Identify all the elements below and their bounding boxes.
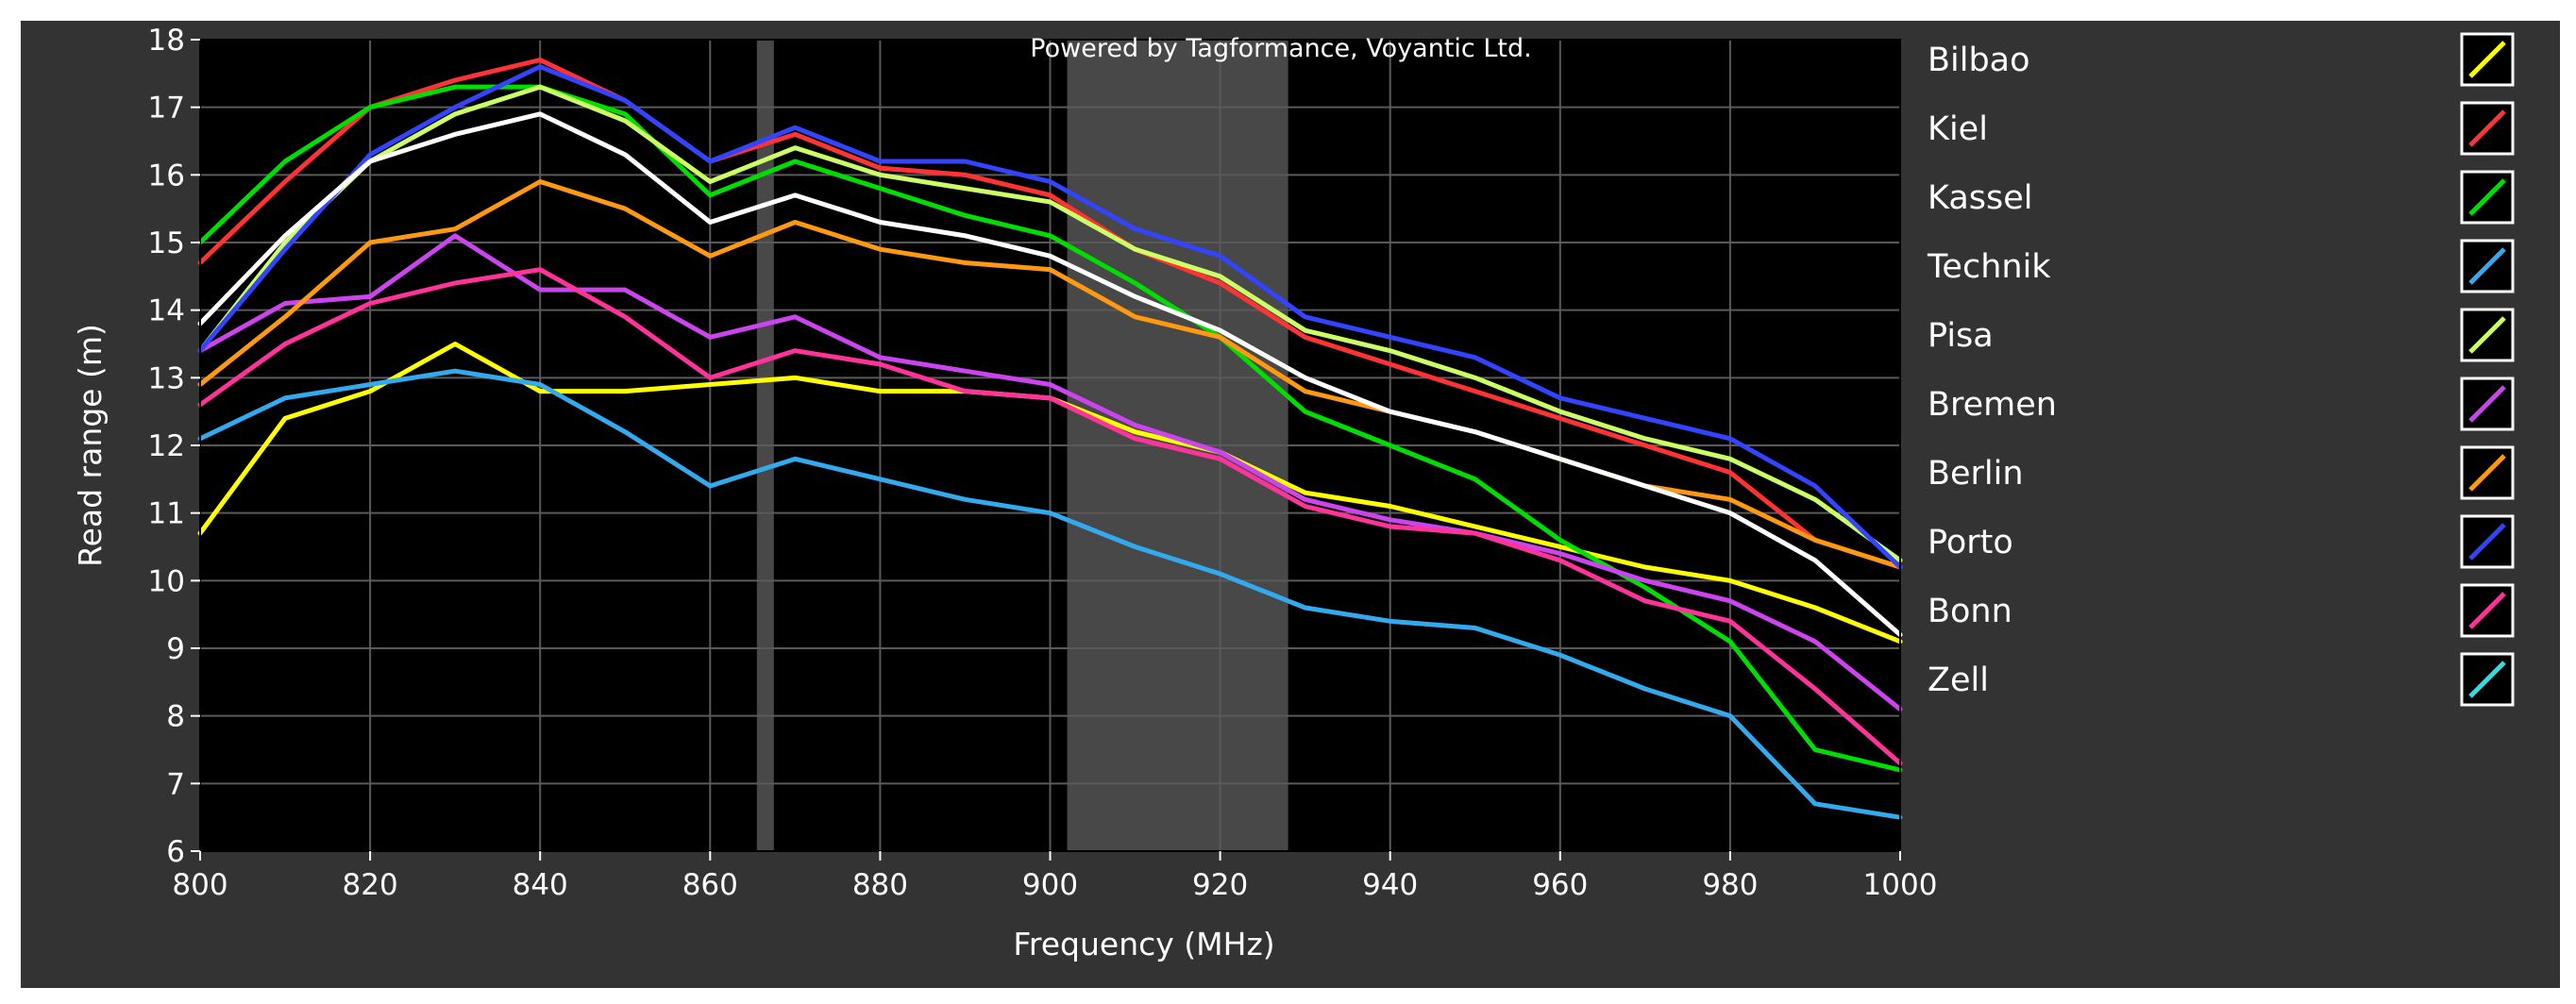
credit-text: Powered by Tagformance, Voyantic Ltd. [1030, 34, 1531, 63]
chart-panel: 800 820 840 860 880 900 920 940 960 980 1000 6 7 8 9 1… [21, 21, 2560, 988]
legend-item-zell[interactable]: Zell [1928, 652, 2515, 707]
legend-swatch-line [2468, 316, 2506, 354]
legend-item-technik[interactable]: Technik [1927, 239, 2515, 293]
y-tick-label: 15 [148, 226, 185, 260]
x-tick-label: 980 [1702, 868, 1758, 902]
series-line-porto [197, 64, 1903, 570]
series-line-zell [197, 111, 1903, 638]
legend-item-pisa[interactable]: Pisa [1928, 308, 2515, 362]
legend-swatch-line [2468, 41, 2506, 78]
x-tick-label: 800 [172, 868, 227, 902]
y-tick-label: 9 [166, 632, 185, 666]
y-tick-label: 16 [148, 159, 185, 192]
legend-label: Pisa [1928, 317, 1994, 355]
x-tick-label: 920 [1192, 868, 1248, 902]
x-tick-label: 820 [343, 868, 398, 902]
y-tick-label: 7 [166, 767, 185, 801]
y-tick-label: 14 [148, 294, 185, 328]
legend-label: Bremen [1928, 386, 2057, 424]
series-line-bremen [197, 233, 1903, 711]
gridlines [199, 39, 1901, 852]
legend-item-bremen[interactable]: Bremen [1928, 376, 2515, 431]
legend-swatch-line [2468, 592, 2506, 629]
legend-swatch-line [2468, 247, 2506, 285]
y-axis-ticks: 6 7 8 9 10 11 12 13 14 15 16 17 18 [148, 24, 200, 869]
legend-label: Kiel [1928, 110, 1988, 148]
legend: Bilbao Kiel Kassel Technik Pisa Bremen Berlin P… [1927, 32, 2515, 707]
legend-swatch-line [2468, 178, 2506, 216]
x-axis-ticks: 800 820 840 860 880 900 920 940 960 980 1000 [172, 851, 1937, 902]
series-line-kiel [197, 58, 1903, 570]
y-axis-title: Read range (m) [72, 324, 109, 567]
legend-swatch-line [2468, 454, 2506, 492]
legend-item-porto[interactable]: Porto [1928, 514, 2515, 569]
legend-item-kiel[interactable]: Kiel [1928, 101, 2515, 156]
x-tick-label: 940 [1362, 868, 1418, 902]
x-tick-label: 840 [513, 868, 568, 902]
y-tick-label: 18 [148, 24, 185, 58]
legend-item-bilbao[interactable]: Bilbao [1928, 32, 2515, 87]
legend-item-kassel[interactable]: Kassel [1928, 170, 2515, 225]
legend-label: Bonn [1928, 593, 2012, 630]
legend-label: Berlin [1928, 455, 2024, 493]
legend-item-berlin[interactable]: Berlin [1928, 445, 2515, 500]
y-tick-label: 12 [148, 429, 185, 463]
legend-swatch-line [2468, 661, 2506, 698]
legend-item-bonn[interactable]: Bonn [1928, 583, 2515, 638]
x-axis-title: Frequency (MHz) [1013, 926, 1274, 962]
y-tick-label: 17 [148, 92, 185, 126]
series-line-technik [197, 368, 1903, 820]
x-tick-label: 1000 [1863, 868, 1938, 902]
legend-label: Kassel [1928, 179, 2033, 217]
y-tick-label: 8 [166, 700, 185, 734]
series-line-bonn [197, 267, 1903, 766]
x-tick-label: 880 [852, 868, 908, 902]
legend-swatch-line [2468, 523, 2506, 561]
y-tick-label: 6 [166, 835, 185, 869]
legend-swatch-line [2468, 109, 2506, 147]
y-tick-label: 13 [148, 361, 185, 395]
series-line-pisa [197, 84, 1903, 563]
y-tick-label: 10 [148, 564, 185, 598]
legend-label: Technik [1927, 248, 2051, 286]
line-chart: 800 820 840 860 880 900 920 940 960 980 1000 6 7 8 9 1… [72, 24, 2515, 962]
legend-label: Porto [1928, 524, 2013, 561]
y-tick-label: 11 [148, 497, 185, 531]
legend-label: Zell [1928, 661, 1989, 699]
legend-swatch-line [2468, 385, 2506, 423]
x-tick-label: 960 [1532, 868, 1588, 902]
x-tick-label: 860 [682, 868, 738, 902]
x-tick-label: 900 [1022, 868, 1078, 902]
series-lines [197, 58, 1903, 820]
legend-label: Bilbao [1928, 42, 2030, 79]
